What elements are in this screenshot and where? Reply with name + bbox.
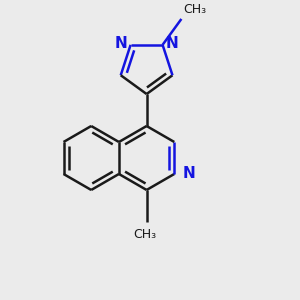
Text: N: N: [182, 167, 195, 182]
Text: CH₃: CH₃: [134, 228, 157, 241]
Text: N: N: [165, 36, 178, 51]
Text: N: N: [115, 36, 128, 51]
Text: CH₃: CH₃: [183, 3, 206, 16]
